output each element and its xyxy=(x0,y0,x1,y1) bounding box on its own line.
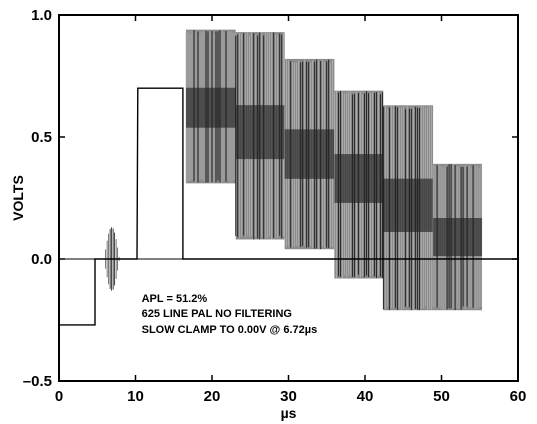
x-tick-label: 30 xyxy=(280,388,297,405)
y-tick-label: 0.5 xyxy=(31,129,52,146)
luma-core xyxy=(334,154,384,203)
x-tick-label: 50 xyxy=(433,388,450,405)
x-tick-label: 10 xyxy=(127,388,144,405)
chroma-step-2 xyxy=(235,32,285,240)
chroma-step-4 xyxy=(334,90,384,279)
chroma-step-1 xyxy=(185,29,236,184)
x-tick-label: 60 xyxy=(510,388,527,405)
chroma-layer xyxy=(105,29,483,311)
x-tick-label: 0 xyxy=(55,388,63,405)
ticks-layer xyxy=(58,14,519,382)
x-tick-labels: 0 10 20 30 40 50 60 xyxy=(55,388,527,405)
x-axis-label: µs xyxy=(281,405,297,421)
annotation-line-standard: 625 LINE PAL NO FILTERING xyxy=(142,308,292,320)
x-tick-label: 20 xyxy=(204,388,221,405)
x-tick-label: 40 xyxy=(357,388,374,405)
luma-core xyxy=(383,178,434,232)
y-tick-label: 0.0 xyxy=(31,251,52,268)
luma-core xyxy=(235,105,285,160)
luma-core xyxy=(433,218,483,257)
y-axis-label: VOLTS xyxy=(10,175,26,221)
y-tick-label: 1.0 xyxy=(31,7,52,24)
y-tick-label: –0.5 xyxy=(23,373,52,390)
chroma-step-6 xyxy=(432,163,483,311)
chroma-step-5 xyxy=(382,105,434,311)
luma-core xyxy=(284,129,335,179)
y-tick-labels: –0.5 0.0 0.5 1.0 xyxy=(23,7,52,390)
annotation-clamp: SLOW CLAMP TO 0.00V @ 6.72µs xyxy=(142,324,318,336)
chroma-step-3 xyxy=(284,58,335,250)
annotation-apl: APL = 51.2% xyxy=(142,293,208,305)
luma-core xyxy=(185,87,236,128)
